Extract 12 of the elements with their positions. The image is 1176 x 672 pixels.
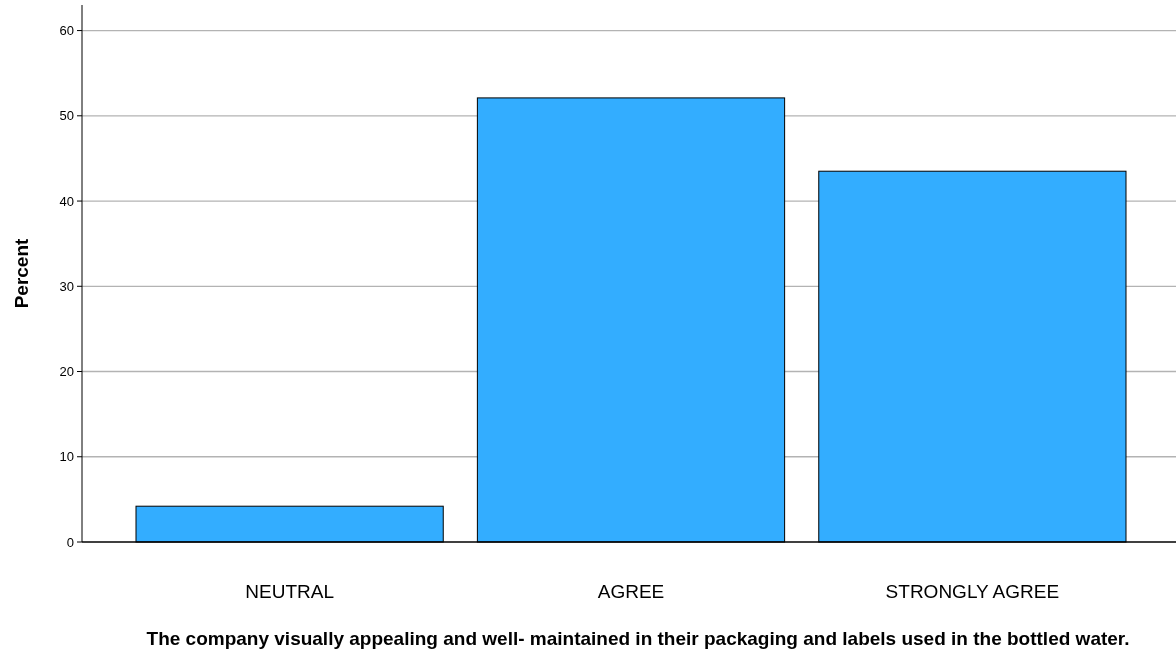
x-axis-title: The company visually appealing and well- maintained in their packaging and labels used in the bottled water. bbox=[146, 628, 1130, 649]
y-tick-label: 0 bbox=[66, 534, 74, 550]
x-tick-label: AGREE bbox=[597, 581, 665, 602]
x-tick-label: STRONGLY AGREE bbox=[885, 581, 1060, 602]
y-axis-title: Percent bbox=[11, 237, 32, 309]
y-tick-label: 40 bbox=[59, 193, 74, 209]
x-tick-label: NEUTRAL bbox=[245, 581, 334, 602]
y-tick-label: 30 bbox=[59, 278, 74, 294]
y-tick-label: 20 bbox=[59, 364, 74, 380]
y-tick-label: 10 bbox=[59, 449, 74, 465]
y-tick-label: 50 bbox=[59, 108, 74, 124]
y-tick-label: 60 bbox=[59, 23, 74, 39]
